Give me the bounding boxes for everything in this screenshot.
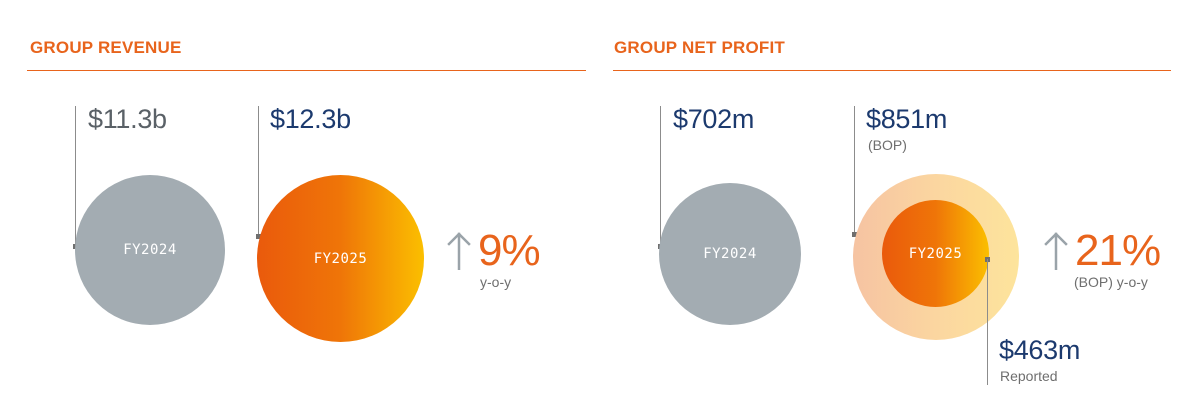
revenue-fy2025-leader-line (258, 106, 259, 236)
profit-fy2024-leader-line (660, 106, 661, 246)
group-net-profit-panel: GROUP NET PROFIT $702m FY2024 $851m (BOP… (600, 0, 1200, 411)
profit-fy2025-leader-dot (852, 232, 857, 237)
profit-fy2025-sublabel: (BOP) (868, 137, 907, 153)
group-revenue-panel: GROUP REVENUE $11.3b FY2024 $12.3b FY202… (27, 38, 586, 342)
profit-fy2025-label: FY2025 (908, 245, 963, 262)
revenue-fy2025-label: FY2025 (313, 250, 368, 267)
revenue-fy2024-value: $11.3b (88, 104, 167, 134)
revenue-title: GROUP REVENUE (30, 38, 182, 57)
profit-fy2025-value: $851m (866, 104, 948, 134)
revenue-fy2024-leader-line (75, 106, 76, 246)
profit-fy2024-bubble: FY2024 (659, 183, 801, 325)
profit-reported-leader-line (987, 259, 988, 385)
arrow-up-icon (447, 232, 471, 270)
arrow-up-icon (1044, 232, 1068, 270)
profit-reported-value: $463m (999, 335, 1081, 365)
profit-fy2025-leader-line (854, 106, 855, 234)
revenue-growth: 9% (446, 226, 541, 275)
net-profit-title: GROUP NET PROFIT (614, 38, 786, 57)
net-profit-title-rule (613, 70, 1171, 71)
revenue-fy2025-leader-dot (256, 234, 261, 239)
profit-fy2024-value: $702m (673, 104, 755, 134)
revenue-fy2024-label: FY2024 (123, 242, 177, 258)
revenue-title-rule (27, 70, 586, 71)
revenue-growth-note: y-o-y (480, 274, 512, 290)
profit-growth-note: (BOP) y-o-y (1074, 274, 1148, 290)
profit-fy2024-label: FY2024 (703, 246, 757, 262)
revenue-fy2025-value: $12.3b (270, 104, 351, 134)
profit-fy2025-reported-bubble: FY2025 (882, 200, 989, 307)
profit-reported-sublabel: Reported (1000, 368, 1058, 384)
profit-growth-value: 21% (1075, 226, 1161, 275)
revenue-growth-value: 9% (478, 226, 541, 275)
revenue-fy2025-bubble: FY2025 (257, 175, 424, 342)
revenue-fy2024-bubble: FY2024 (75, 175, 225, 325)
profit-growth: 21% (1043, 226, 1161, 275)
